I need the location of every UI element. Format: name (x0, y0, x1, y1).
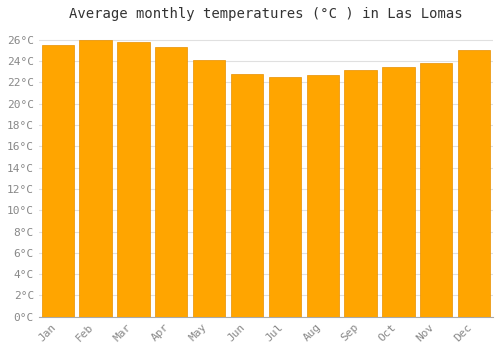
Bar (118, 42, 150, 317)
Bar (382, 68, 414, 317)
Bar (269, 77, 301, 317)
Title: Average monthly temperatures (°C ) in Las Lomas: Average monthly temperatures (°C ) in La… (69, 7, 462, 21)
Bar (420, 63, 452, 317)
Bar (344, 70, 376, 317)
Bar (155, 47, 188, 317)
Bar (458, 50, 490, 317)
Bar (306, 75, 339, 317)
Bar (193, 60, 225, 317)
Bar (42, 45, 74, 317)
Bar (80, 40, 112, 317)
Bar (231, 74, 263, 317)
